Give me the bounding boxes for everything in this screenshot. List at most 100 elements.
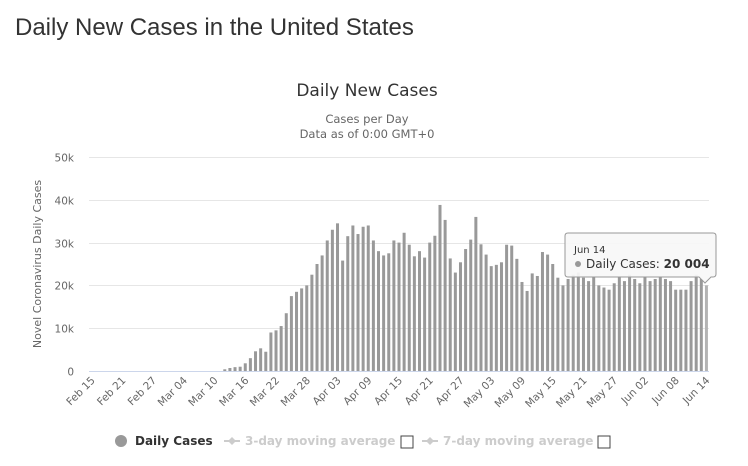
- bar[interactable]: [243, 363, 247, 371]
- bar[interactable]: [556, 277, 560, 371]
- bar[interactable]: [397, 242, 401, 371]
- bar[interactable]: [530, 273, 534, 371]
- bar[interactable]: [238, 366, 242, 371]
- bar[interactable]: [443, 219, 447, 371]
- bar[interactable]: [597, 285, 601, 371]
- bar[interactable]: [228, 368, 232, 371]
- bar[interactable]: [551, 264, 555, 371]
- bar[interactable]: [382, 255, 386, 371]
- legend-item-daily-cases[interactable]: Daily Cases: [115, 434, 213, 448]
- bar[interactable]: [289, 296, 293, 371]
- bar[interactable]: [704, 285, 708, 371]
- bar[interactable]: [448, 258, 452, 371]
- bar[interactable]: [587, 281, 591, 371]
- bar[interactable]: [233, 367, 237, 371]
- bar[interactable]: [612, 283, 616, 371]
- bar[interactable]: [223, 369, 227, 371]
- bar[interactable]: [259, 348, 263, 371]
- bar[interactable]: [648, 281, 652, 371]
- bar[interactable]: [274, 330, 278, 371]
- bar[interactable]: [566, 278, 570, 371]
- bar[interactable]: [546, 254, 550, 371]
- bar[interactable]: [269, 332, 273, 371]
- bar[interactable]: [305, 285, 309, 371]
- bar[interactable]: [284, 313, 288, 371]
- bar[interactable]: [330, 229, 334, 371]
- bar[interactable]: [622, 281, 626, 371]
- bar[interactable]: [663, 278, 667, 371]
- bar[interactable]: [458, 262, 462, 371]
- bar[interactable]: [341, 260, 345, 371]
- bar[interactable]: [418, 251, 421, 371]
- bar[interactable]: [489, 266, 493, 371]
- bar[interactable]: [453, 272, 457, 371]
- bar[interactable]: [310, 274, 314, 371]
- bar[interactable]: [643, 276, 647, 371]
- legend-item-7day-average[interactable]: 7-day moving average: [422, 434, 593, 448]
- bar[interactable]: [571, 274, 575, 371]
- bar[interactable]: [525, 290, 529, 371]
- bar[interactable]: [336, 223, 340, 371]
- bar[interactable]: [561, 285, 565, 371]
- bar[interactable]: [658, 276, 662, 371]
- bar[interactable]: [469, 239, 473, 371]
- bar[interactable]: [520, 281, 524, 371]
- bar[interactable]: [402, 232, 406, 371]
- bar[interactable]: [438, 204, 442, 371]
- checkbox-3day-average[interactable]: [400, 435, 414, 449]
- bar[interactable]: [479, 244, 483, 371]
- bar[interactable]: [674, 289, 678, 371]
- bar[interactable]: [679, 289, 683, 371]
- bar[interactable]: [464, 249, 468, 371]
- bar[interactable]: [300, 288, 304, 371]
- bar[interactable]: [581, 277, 585, 371]
- bar[interactable]: [320, 255, 324, 371]
- bar[interactable]: [484, 254, 488, 371]
- bar[interactable]: [412, 256, 416, 371]
- bar[interactable]: [315, 264, 319, 371]
- bar[interactable]: [607, 289, 611, 371]
- bar[interactable]: [325, 240, 329, 371]
- bar[interactable]: [392, 240, 396, 371]
- bar[interactable]: [576, 272, 580, 371]
- bar[interactable]: [505, 244, 509, 371]
- legend-item-3day-average[interactable]: 3-day moving average: [224, 434, 395, 448]
- bar[interactable]: [602, 287, 606, 371]
- bar[interactable]: [423, 257, 427, 371]
- bar[interactable]: [653, 278, 657, 371]
- bar[interactable]: [669, 281, 673, 371]
- bar[interactable]: [366, 225, 370, 371]
- bar[interactable]: [535, 275, 539, 371]
- bar[interactable]: [494, 264, 498, 371]
- bar[interactable]: [540, 252, 544, 371]
- bar[interactable]: [361, 226, 365, 371]
- bar[interactable]: [428, 242, 432, 371]
- bar[interactable]: [510, 245, 514, 371]
- bar[interactable]: [433, 235, 437, 371]
- bar[interactable]: [351, 225, 355, 371]
- bar[interactable]: [592, 276, 596, 371]
- bar[interactable]: [254, 351, 258, 371]
- bar[interactable]: [617, 276, 621, 371]
- bar[interactable]: [689, 281, 693, 371]
- bar[interactable]: [638, 283, 642, 371]
- bar[interactable]: [628, 274, 632, 371]
- bar[interactable]: [371, 240, 375, 371]
- bar[interactable]: [694, 274, 698, 371]
- bar[interactable]: [356, 234, 360, 371]
- bar[interactable]: [633, 278, 637, 371]
- bar[interactable]: [279, 326, 283, 371]
- bar[interactable]: [499, 262, 503, 371]
- bar[interactable]: [377, 251, 380, 371]
- bar[interactable]: [699, 278, 703, 371]
- bar[interactable]: [264, 351, 268, 371]
- bar[interactable]: [346, 236, 350, 371]
- bar[interactable]: [387, 253, 391, 371]
- bar[interactable]: [407, 244, 411, 371]
- bar[interactable]: [474, 216, 478, 371]
- bar[interactable]: [515, 258, 519, 371]
- bar[interactable]: [684, 289, 688, 371]
- bar[interactable]: [295, 291, 299, 371]
- checkbox-7day-average[interactable]: [597, 435, 611, 449]
- bar[interactable]: [248, 358, 252, 371]
